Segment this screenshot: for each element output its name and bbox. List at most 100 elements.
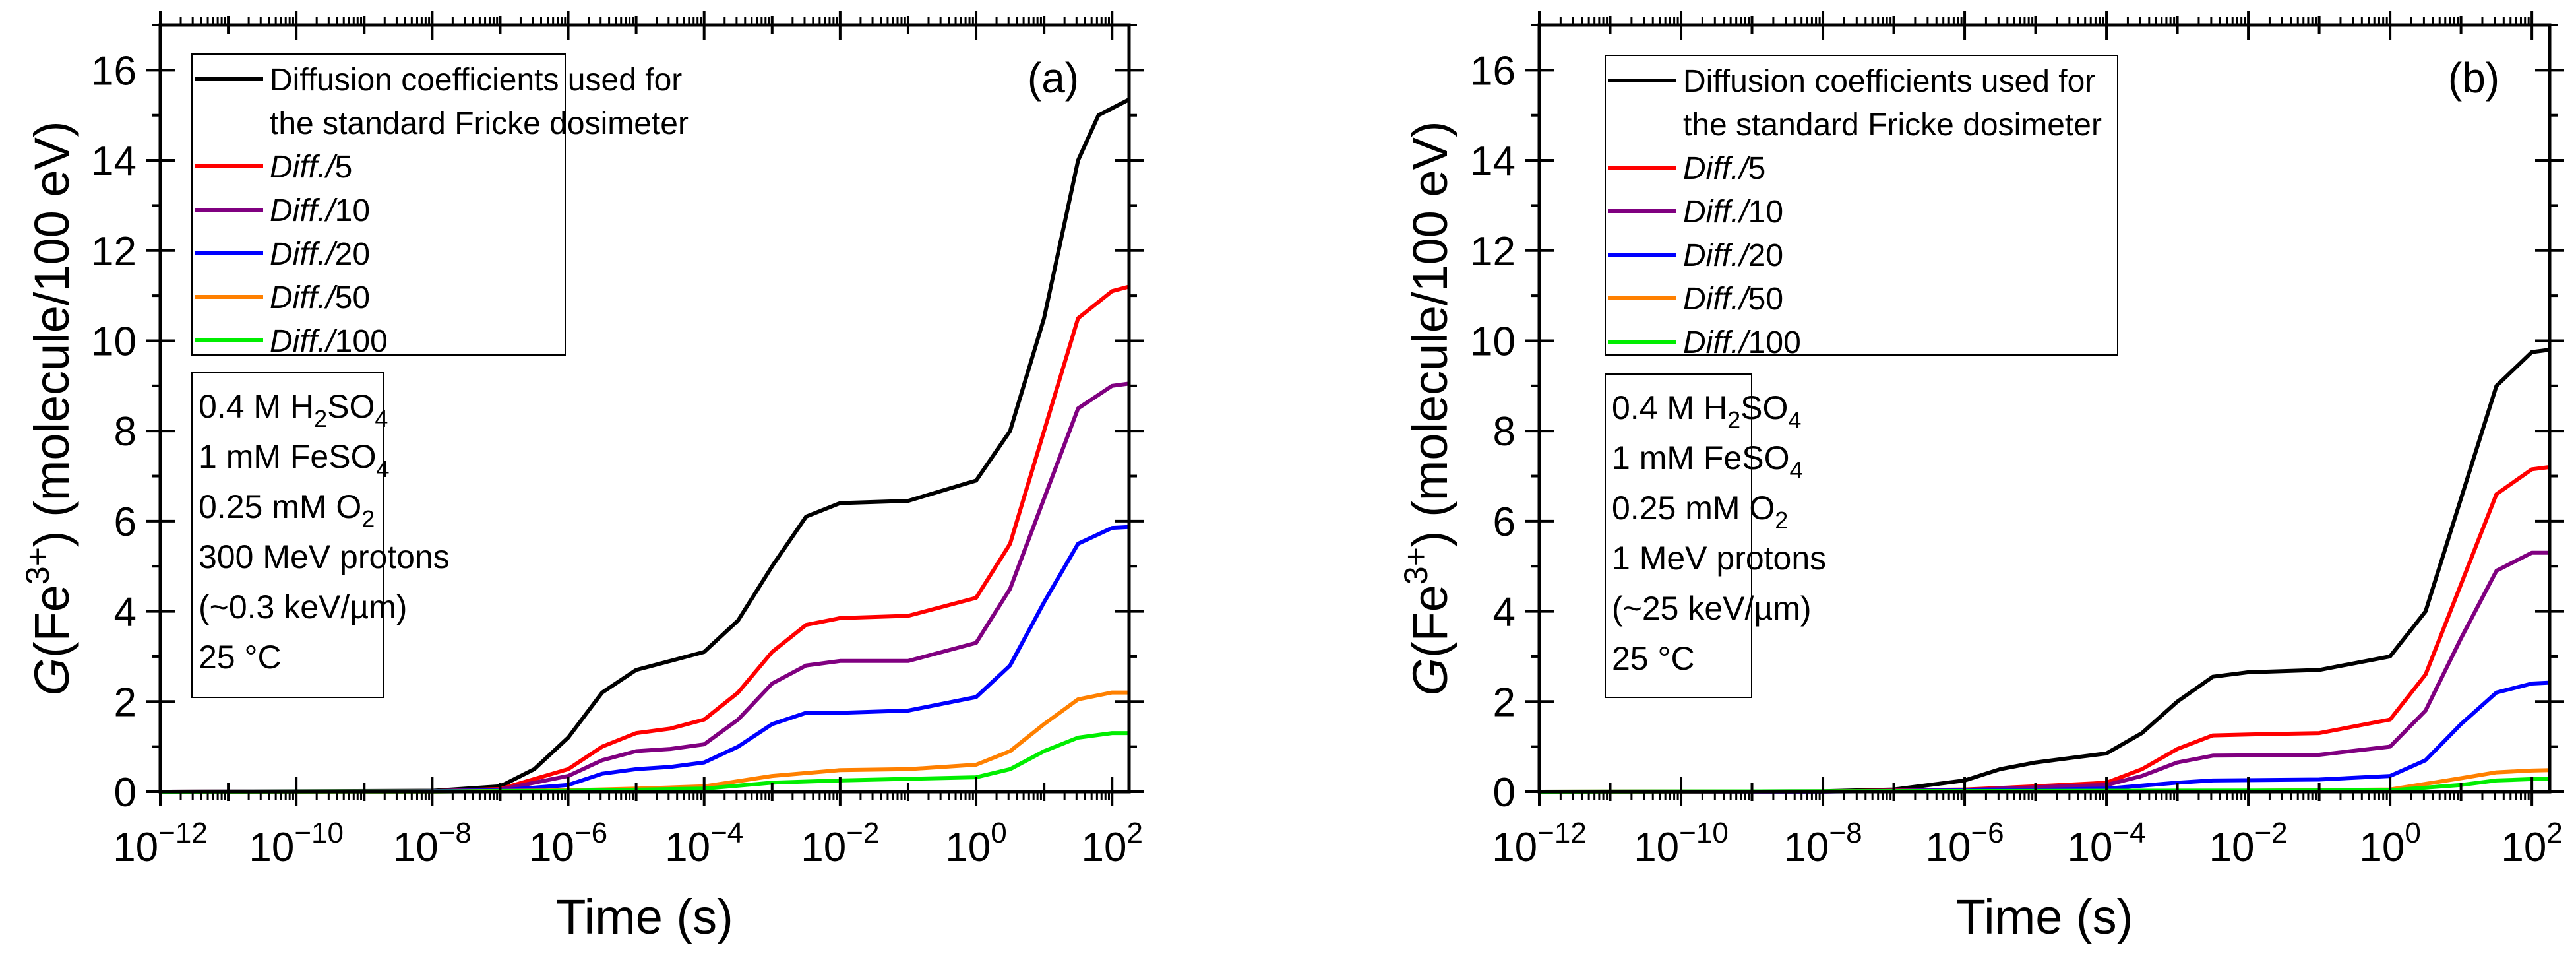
legend-label-value: 5 — [1748, 151, 1766, 186]
legend-label-italic: Diff./ — [270, 237, 338, 272]
y-tick-label: 2 — [1493, 680, 1516, 725]
x-tick-label: 10−6 — [1925, 817, 2004, 870]
x-tick-label: 10−8 — [393, 817, 472, 870]
x-tick-label: 10−2 — [2209, 817, 2288, 870]
x-tick-label: 10−4 — [665, 817, 743, 870]
legend-label-italic: Diff./ — [270, 280, 338, 315]
series-line-1 — [160, 284, 1130, 794]
legend-label-value: 20 — [335, 237, 370, 272]
condition-subscript: 4 — [1788, 406, 1801, 433]
legend-label-1: Diff./5 — [270, 150, 352, 185]
condition-text: (~25 keV/µm) — [1612, 590, 1812, 627]
plot-frame — [1537, 23, 2552, 794]
legend-label-italic: Diff./ — [1683, 282, 1751, 317]
legend-label-value: 10 — [1748, 195, 1783, 230]
x-tick-label: 10−6 — [529, 817, 607, 870]
legend-label-3: Diff./20 — [270, 237, 370, 272]
legend-label-value: 100 — [335, 324, 388, 359]
condition-line-3: 300 MeV protons — [199, 538, 450, 575]
legend-label-value: 100 — [1748, 325, 1801, 360]
legend-label-italic: Diff./ — [270, 193, 338, 228]
x-tick-base: 10 — [529, 825, 574, 870]
legend-label-italic: Diff./ — [270, 150, 338, 185]
y-tick-label: 10 — [1470, 319, 1516, 364]
x-tick-base: 10 — [113, 825, 158, 870]
x-tick-base: 10 — [2501, 825, 2546, 870]
condition-text: 0.25 mM O — [199, 488, 361, 525]
x-tick-exponent: 2 — [1126, 817, 1142, 849]
legend-label-value: 20 — [1748, 238, 1783, 273]
panel-label: (a) — [1027, 54, 1079, 102]
y-axis-title: G(Fe3+) (molecule/100 eV) — [1397, 121, 1457, 695]
y-tick-label: 8 — [1493, 409, 1516, 455]
chart-panel-a: 10−12 10−10 10−8 10−6 10−4 10−2 100 10202468101… — [19, 11, 1144, 944]
y-tick-label: 4 — [114, 590, 137, 635]
legend-label-italic: Diff./ — [270, 324, 338, 359]
y-tick-label: 8 — [114, 409, 137, 455]
legend-label-0-line1: the standard Fricke dosimeter — [1683, 108, 2102, 143]
condition-line-2: 0.25 mM O2 — [1612, 490, 1788, 534]
x-tick-label: 10−10 — [1634, 817, 1729, 870]
legend-label-5: Diff./100 — [1683, 325, 1801, 360]
legend: Diffusion coefficients used for the stand… — [191, 53, 689, 359]
x-axis-title: Time (s) — [556, 889, 733, 944]
condition-text: 1 mM FeSO — [199, 438, 376, 475]
x-tick-base: 10 — [2359, 825, 2405, 870]
condition-text: (~0.3 keV/µm) — [199, 589, 407, 625]
y-title-post: ) (molecule/100 eV) — [1403, 121, 1457, 547]
series-line-2 — [160, 381, 1130, 794]
condition-subscript: 4 — [376, 455, 389, 482]
x-tick-label: 10−12 — [113, 817, 208, 870]
x-tick-exponent: 0 — [2405, 817, 2420, 849]
x-tick-exponent: −12 — [158, 817, 208, 849]
legend-label-0-line1: the standard Fricke dosimeter — [270, 106, 689, 141]
condition-line-3: 1 MeV protons — [1612, 540, 1826, 577]
legend-label-value: 50 — [335, 280, 370, 315]
condition-text: 0.25 mM O — [1612, 490, 1775, 527]
plot-frame — [158, 23, 1131, 794]
x-tick-label: 100 — [2359, 817, 2420, 870]
legend-label-2: Diff./10 — [270, 193, 370, 228]
y-title-pre: (Fe — [24, 585, 79, 658]
condition-subscript: 2 — [314, 405, 327, 432]
y-tick-label: 10 — [91, 319, 137, 364]
condition-subscript: 4 — [375, 405, 388, 432]
y-tick-label: 0 — [114, 770, 137, 816]
condition-line-1: 1 mM FeSO4 — [199, 438, 390, 482]
condition-line-0: 0.4 M H2SO4 — [199, 388, 388, 432]
x-tick-label: 102 — [2501, 817, 2562, 870]
condition-line-2: 0.25 mM O2 — [199, 488, 375, 532]
x-tick-exponent: 0 — [991, 817, 1006, 849]
x-tick-base: 10 — [1492, 825, 1537, 870]
x-tick-base: 10 — [801, 825, 846, 870]
condition-text: 25 °C — [199, 639, 282, 676]
x-tick-exponent: −2 — [2254, 817, 2287, 849]
x-tick-label: 10−4 — [2067, 817, 2145, 870]
series-line-0 — [160, 98, 1130, 794]
x-tick-base: 10 — [1925, 825, 1971, 870]
x-axis-title: Time (s) — [1956, 889, 2133, 944]
condition-subscript: 2 — [1775, 507, 1788, 534]
y-tick-label: 16 — [1470, 48, 1516, 94]
condition-line-1: 1 mM FeSO4 — [1612, 439, 1803, 484]
condition-line-4: (~0.3 keV/µm) — [199, 589, 407, 625]
y-tick-label: 16 — [91, 48, 137, 94]
condition-subscript: 4 — [1789, 457, 1802, 484]
y-tick-label: 4 — [1493, 590, 1516, 635]
legend: Diffusion coefficients used for the stand… — [1605, 55, 2118, 360]
panel-label: (b) — [2448, 54, 2499, 102]
condition-text: 0.4 M H — [1612, 389, 1727, 426]
chart-panel-b: 10−12 10−10 10−8 10−6 10−4 10−2 100 10202468101… — [1397, 11, 2564, 944]
x-tick-exponent: −6 — [574, 817, 607, 849]
x-tick-exponent: −8 — [1829, 817, 1862, 849]
x-tick-base: 10 — [945, 825, 991, 870]
x-tick-exponent: −2 — [846, 817, 879, 849]
condition-text: 1 mM FeSO — [1612, 439, 1789, 476]
x-tick-label: 100 — [945, 817, 1006, 870]
x-tick-label: 102 — [1082, 817, 1143, 870]
x-tick-label: 10−12 — [1492, 817, 1587, 870]
x-tick-exponent: −4 — [2112, 817, 2145, 849]
